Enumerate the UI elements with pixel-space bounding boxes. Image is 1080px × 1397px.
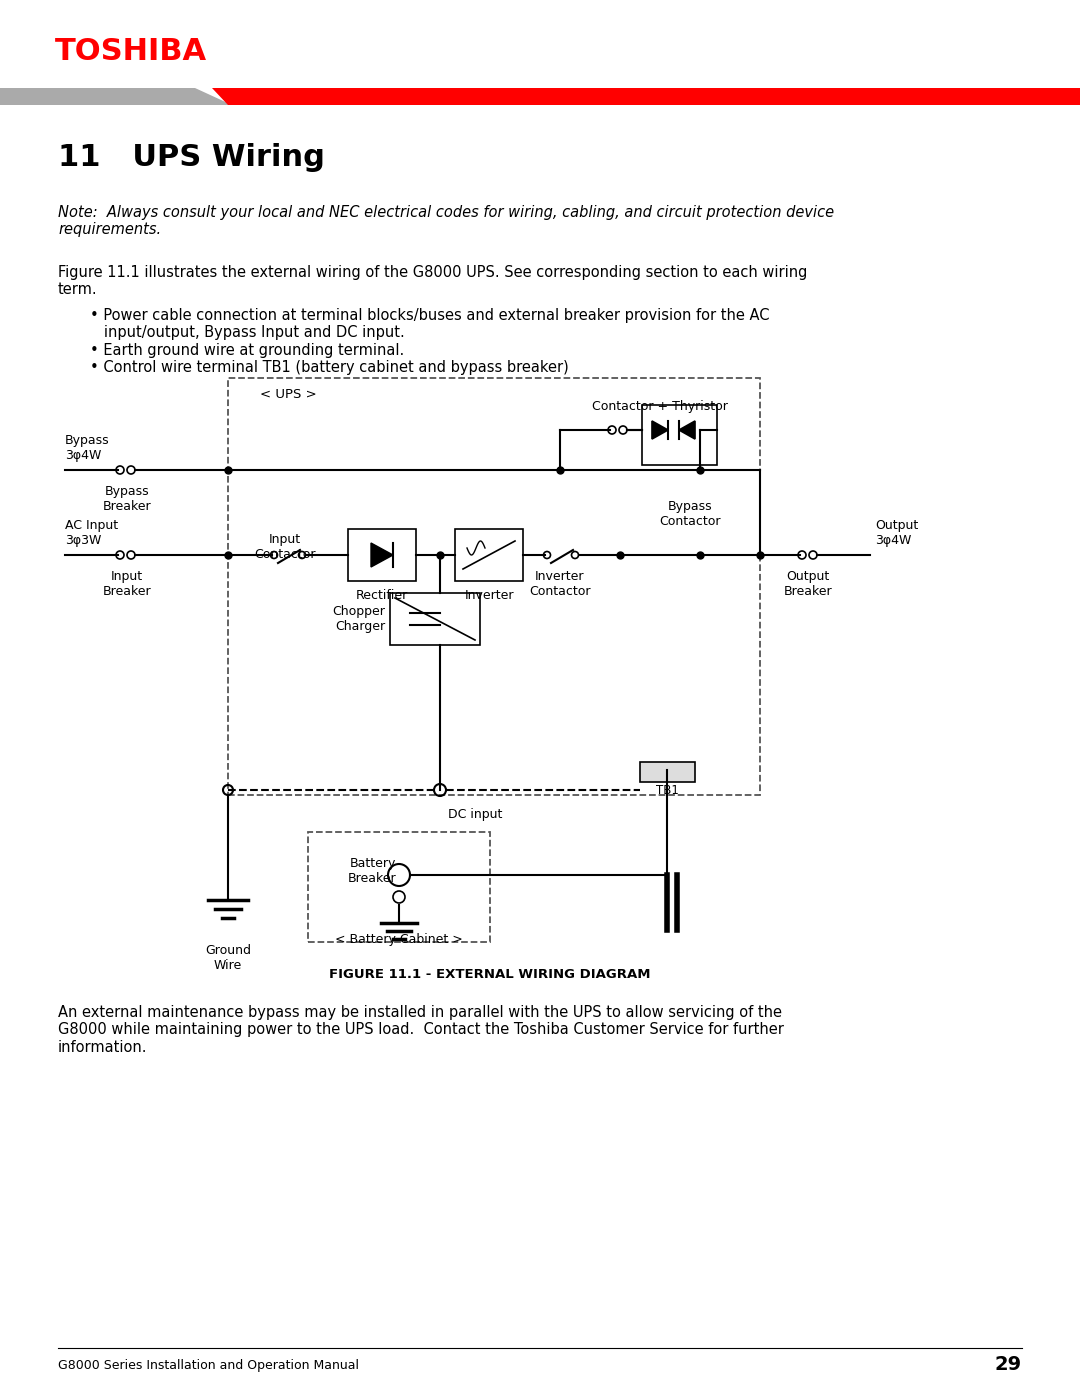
Text: Rectifier: Rectifier bbox=[356, 590, 408, 602]
Text: DC input: DC input bbox=[448, 807, 502, 821]
Text: Ground
Wire: Ground Wire bbox=[205, 944, 251, 972]
Polygon shape bbox=[372, 543, 393, 567]
Bar bbox=[308, 833, 490, 942]
Bar bbox=[390, 592, 480, 645]
Text: An external maintenance bypass may be installed in parallel with the UPS to allo: An external maintenance bypass may be in… bbox=[58, 1004, 784, 1055]
Text: Bypass
Breaker: Bypass Breaker bbox=[103, 485, 151, 513]
Text: Output
3φ4W: Output 3φ4W bbox=[875, 520, 918, 548]
Polygon shape bbox=[212, 88, 1080, 105]
Bar bbox=[455, 529, 523, 581]
Bar bbox=[348, 529, 416, 581]
Polygon shape bbox=[652, 420, 669, 439]
Text: Output
Breaker: Output Breaker bbox=[784, 570, 833, 598]
Bar bbox=[640, 761, 696, 782]
Text: TB1: TB1 bbox=[656, 784, 678, 796]
Text: Bypass
Contactor: Bypass Contactor bbox=[659, 500, 720, 528]
Text: 11   UPS Wiring: 11 UPS Wiring bbox=[58, 144, 325, 172]
Text: G8000 Series Installation and Operation Manual: G8000 Series Installation and Operation … bbox=[58, 1358, 359, 1372]
Text: Input
Breaker: Input Breaker bbox=[103, 570, 151, 598]
Text: Contactor + Thyristor: Contactor + Thyristor bbox=[592, 400, 728, 414]
Text: Figure 11.1 illustrates the external wiring of the G8000 UPS. See corresponding : Figure 11.1 illustrates the external wir… bbox=[58, 265, 808, 298]
Text: Bypass
3φ4W: Bypass 3φ4W bbox=[65, 434, 110, 462]
Text: < UPS >: < UPS > bbox=[260, 388, 316, 401]
Text: Note:  Always consult your local and NEC electrical codes for wiring, cabling, a: Note: Always consult your local and NEC … bbox=[58, 205, 834, 237]
Bar bbox=[642, 405, 717, 465]
Text: • Control wire terminal TB1 (battery cabinet and bypass breaker): • Control wire terminal TB1 (battery cab… bbox=[90, 360, 569, 374]
Text: • Earth ground wire at grounding terminal.: • Earth ground wire at grounding termina… bbox=[90, 344, 404, 358]
Text: < Battery Cabinet >: < Battery Cabinet > bbox=[335, 933, 463, 947]
Text: Inverter: Inverter bbox=[464, 590, 514, 602]
Text: 29: 29 bbox=[995, 1355, 1022, 1375]
Text: Input
Contactor: Input Contactor bbox=[254, 534, 315, 562]
Text: Battery
Breaker: Battery Breaker bbox=[348, 856, 396, 886]
Bar bbox=[228, 379, 760, 795]
Text: Inverter
Contactor: Inverter Contactor bbox=[529, 570, 591, 598]
Text: TOSHIBA: TOSHIBA bbox=[55, 38, 207, 67]
Text: Chopper
Charger: Chopper Charger bbox=[333, 605, 384, 633]
Text: • Power cable connection at terminal blocks/buses and external breaker provision: • Power cable connection at terminal blo… bbox=[90, 307, 769, 341]
Polygon shape bbox=[0, 88, 232, 105]
Text: AC Input
3φ3W: AC Input 3φ3W bbox=[65, 520, 118, 548]
Polygon shape bbox=[679, 420, 696, 439]
Text: FIGURE 11.1 - EXTERNAL WIRING DIAGRAM: FIGURE 11.1 - EXTERNAL WIRING DIAGRAM bbox=[329, 968, 651, 982]
